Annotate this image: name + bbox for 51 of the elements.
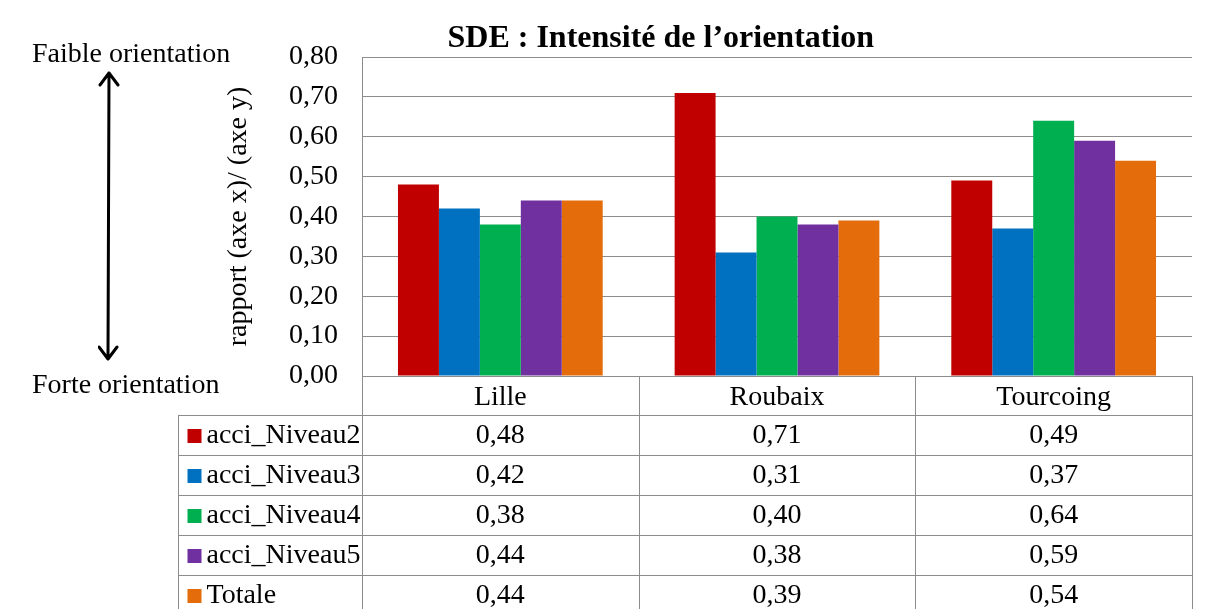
y-tick-label: 0,00	[289, 358, 338, 390]
x-tick-label: Roubaix	[729, 380, 825, 412]
bar	[1033, 120, 1075, 376]
legend-label: acci_Niveau3	[206, 458, 361, 490]
legend-label: acci_Niveau5	[206, 538, 361, 570]
text: Faible orientation	[32, 37, 231, 69]
y-tick-label: 0,70	[289, 79, 338, 111]
y-tick-label: 0,20	[289, 278, 338, 310]
bar	[438, 208, 480, 376]
bar	[715, 252, 757, 376]
y-axis-title: rapport (axe x)/ (axe y)	[221, 86, 253, 347]
bar	[397, 184, 439, 376]
legend-label: acci_Niveau2	[206, 418, 361, 450]
x-tick-label: Lille	[473, 380, 527, 412]
data-label: 0,59	[1029, 538, 1079, 570]
bar	[674, 92, 716, 376]
data-label: 0,42	[475, 458, 525, 490]
y-tick-label: 0,60	[289, 119, 338, 151]
data-label: 0,31	[752, 458, 802, 490]
data-label: 0,54	[1029, 578, 1079, 609]
y-tick-label: 0,40	[289, 198, 338, 230]
bar	[561, 200, 603, 376]
data-label: 0,37	[1029, 458, 1079, 490]
data-label: 0,71	[752, 418, 802, 450]
bar	[520, 200, 562, 376]
bar	[951, 180, 993, 376]
bar	[479, 224, 521, 376]
data-label: 0,40	[752, 498, 802, 530]
bar	[797, 224, 839, 376]
legend-label: acci_Niveau4	[206, 498, 361, 530]
legend-label: Totale	[206, 578, 277, 609]
data-label: 0,44	[475, 538, 525, 570]
data-label: 0,38	[475, 498, 525, 530]
data-label: 0,64	[1029, 498, 1079, 530]
y-tick-label: 0,30	[289, 238, 338, 270]
x-tick-label: Tourcoing	[996, 380, 1112, 412]
y-tick-label: 0,10	[289, 318, 338, 350]
data-label: 0,48	[475, 418, 525, 450]
bar	[756, 216, 798, 376]
data-label: 0,38	[752, 538, 802, 570]
bar	[1074, 140, 1116, 376]
data-label: 0,39	[752, 578, 802, 609]
bar	[838, 220, 880, 376]
y-tick-label: 0,50	[289, 158, 338, 190]
bar	[1115, 160, 1157, 376]
y-tick-label: 0,80	[289, 39, 338, 71]
chart-title: SDE : Intensité de l’orientation	[447, 18, 875, 55]
bar	[992, 228, 1034, 376]
data-label: 0,49	[1029, 418, 1079, 450]
text: Forte orientation	[32, 368, 220, 400]
data-label: 0,44	[475, 578, 525, 609]
